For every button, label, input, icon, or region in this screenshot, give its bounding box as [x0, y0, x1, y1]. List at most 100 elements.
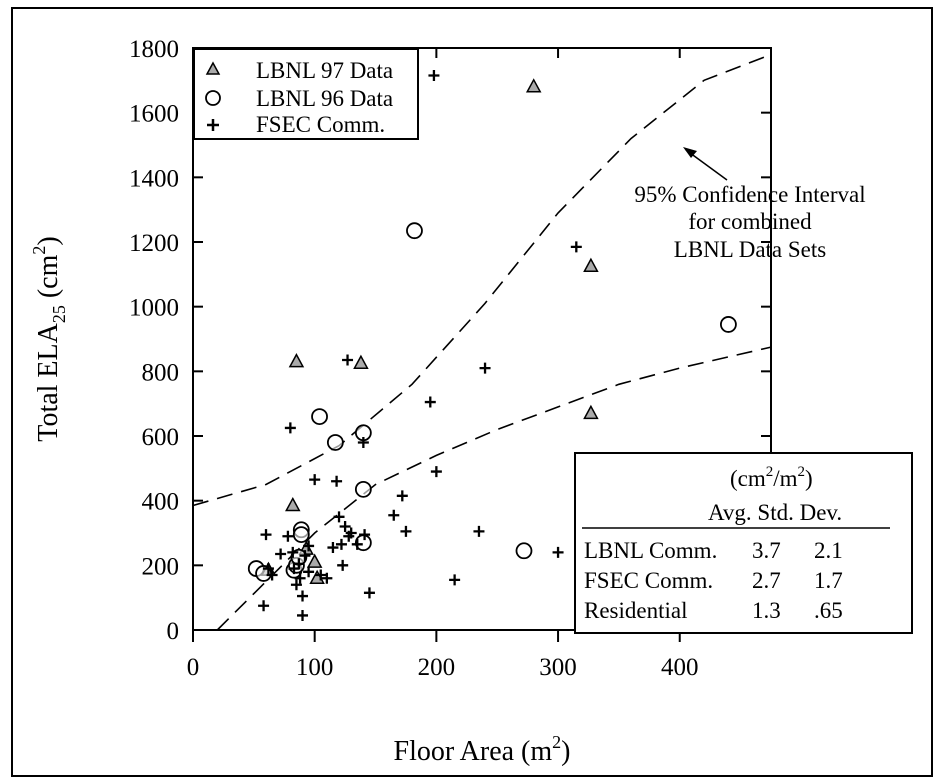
point-fsec	[331, 475, 343, 487]
point-fsec	[351, 538, 363, 550]
legend-plus-marker	[207, 119, 219, 131]
x-tick-label: 400	[661, 654, 699, 681]
point-fsec	[388, 509, 400, 521]
annotation-line-2: for combined	[688, 209, 812, 234]
stats-row-std: 1.7	[814, 568, 843, 593]
point-lbnl96	[311, 408, 328, 426]
axis-ticks: 0 200 400 600 800 1000 1200 1400 1600 1800 0 100 200…	[129, 36, 771, 681]
y-tick-label: 1000	[129, 295, 179, 322]
stats-table-box	[574, 452, 913, 634]
y-tick-label: 1600	[129, 101, 179, 128]
point-lbnl97	[583, 257, 599, 272]
point-lbnl97	[583, 404, 599, 420]
stats-row-std: 2.1	[814, 538, 843, 563]
point-fsec	[282, 530, 294, 542]
x-tick-label: 100	[296, 654, 334, 681]
point-fsec	[315, 569, 327, 581]
legend-label-lbnl97: LBNL 97 Data	[256, 58, 393, 83]
figure-frame	[11, 7, 933, 777]
legend-label-lbnl96: LBNL 96 Data	[256, 86, 393, 111]
point-fsec	[473, 525, 485, 537]
x-tick-label: 200	[418, 654, 456, 681]
y-tick-label: 400	[142, 489, 180, 516]
point-fsec	[297, 609, 309, 621]
stats-table: (cm2/m2) Avg. Std. Dev. LBNL Comm. 3.7 2…	[574, 452, 913, 634]
stats-row-label: Residential	[584, 598, 687, 623]
x-axis-title: Floor Area (m2)	[394, 732, 571, 767]
point-fsec	[424, 396, 436, 408]
y-tick-label: 800	[142, 359, 180, 386]
point-fsec	[321, 572, 333, 584]
point-fsec	[260, 529, 272, 541]
point-fsec	[428, 69, 440, 81]
point-lbnl97	[288, 353, 305, 368]
y-tick-label: 1200	[129, 230, 179, 257]
y-tick-label: 600	[142, 424, 180, 451]
point-fsec	[299, 550, 311, 562]
point-lbnl97	[285, 496, 301, 512]
point-fsec	[284, 422, 296, 434]
stats-row-avg: 1.3	[752, 598, 781, 623]
y-tick-label: 200	[142, 553, 180, 580]
point-fsec	[293, 558, 305, 570]
point-fsec	[294, 572, 306, 584]
point-lbnl96	[720, 316, 737, 333]
point-lbnl96	[354, 480, 372, 498]
legend-box	[193, 48, 419, 140]
point-lbnl97	[525, 78, 542, 93]
y-tick-label: 0	[167, 618, 180, 645]
point-fsec	[345, 527, 357, 539]
point-fsec	[552, 546, 564, 558]
point-fsec	[288, 563, 300, 575]
legend-label-fsec: FSEC Comm.	[256, 112, 385, 137]
point-fsec	[275, 548, 287, 560]
point-fsec	[333, 511, 345, 523]
annotation-line-3: LBNL Data Sets	[674, 237, 827, 262]
point-fsec	[357, 436, 369, 448]
point-lbnl97	[306, 553, 323, 568]
point-fsec	[266, 569, 278, 581]
annotation-line-1: 95% Confidence Interval	[634, 182, 865, 207]
x-tick-label: 300	[539, 654, 577, 681]
point-fsec	[396, 490, 408, 502]
point-fsec	[303, 566, 315, 578]
y-axis-title: Total ELA25 (cm2)	[29, 236, 69, 441]
stats-row-std: .65	[814, 598, 843, 623]
point-lbnl96	[292, 526, 310, 544]
y-tick-label: 1800	[129, 36, 179, 63]
confidence-curve-lower	[216, 346, 772, 631]
legend: LBNL 97 Data LBNL 96 Data FSEC Comm.	[193, 48, 419, 140]
point-fsec	[400, 525, 412, 537]
point-lbnl96	[515, 542, 533, 560]
point-fsec	[303, 540, 315, 552]
point-fsec	[570, 241, 582, 253]
confidence-annotation: 95% Confidence Interval for combined LBN…	[634, 147, 866, 262]
point-fsec	[262, 563, 274, 575]
point-fsec	[479, 362, 491, 374]
point-lbnl97	[353, 354, 369, 369]
confidence-curves	[192, 53, 772, 631]
legend-circle-marker	[205, 90, 221, 106]
point-fsec	[449, 574, 461, 586]
point-fsec	[335, 538, 347, 550]
point-fsec	[290, 579, 302, 591]
x-tick-label: 0	[187, 654, 200, 681]
point-lbnl96	[406, 222, 423, 240]
point-fsec	[430, 466, 442, 478]
point-fsec	[363, 587, 375, 599]
stats-row-avg: 3.7	[752, 538, 781, 563]
point-fsec	[258, 600, 270, 612]
y-tick-label: 1400	[129, 165, 179, 192]
stats-row-avg: 2.7	[752, 568, 781, 593]
point-fsec	[339, 521, 351, 533]
point-fsec	[327, 542, 339, 554]
point-fsec	[342, 354, 354, 366]
stats-row-label: FSEC Comm.	[584, 568, 713, 593]
point-fsec	[309, 474, 321, 486]
stats-row-label: LBNL Comm.	[584, 538, 717, 563]
legend-triangle-marker	[205, 61, 221, 75]
point-fsec	[359, 529, 371, 541]
point-fsec	[297, 590, 309, 602]
point-fsec	[287, 546, 299, 558]
